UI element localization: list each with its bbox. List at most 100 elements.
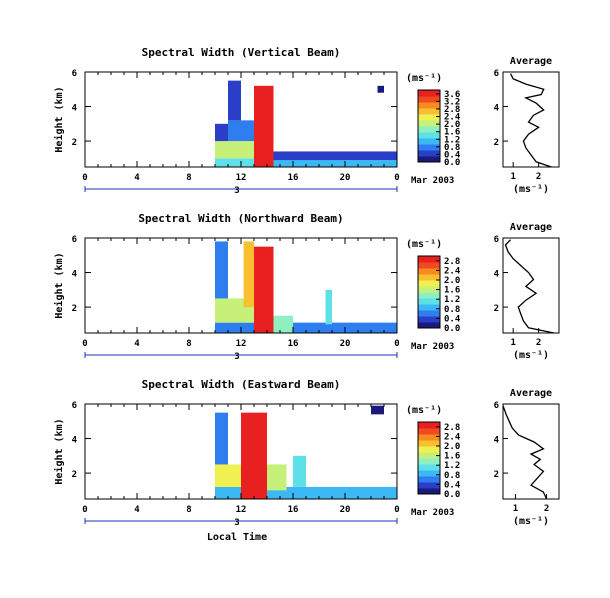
x-axis-label: Local Time <box>207 531 267 543</box>
colorbar-frame <box>417 255 441 329</box>
panel-title: Spectral Width (Vertical Beam) <box>142 46 341 59</box>
colorbar-tick-label: 0.8 <box>444 305 460 315</box>
colorbar-tick-label: 2.8 <box>444 105 460 115</box>
colorbar-swatch <box>418 292 440 299</box>
average-x-tick-label: 2 <box>544 504 549 514</box>
colorbar-tick-label: 0.0 <box>444 158 460 168</box>
x-tick-label: 20 <box>340 339 351 349</box>
colorbar-tick-label: 0.8 <box>444 471 460 481</box>
average-title: Average <box>510 222 552 233</box>
average-x-tick-label: 1 <box>510 338 515 348</box>
colorbar-swatch <box>418 144 440 151</box>
average-x-label: (ms⁻¹) <box>513 350 549 361</box>
heatmap-cell <box>241 412 267 499</box>
colorbar-tick-label: 3.2 <box>444 97 460 107</box>
average-y-tick-label: 6 <box>494 401 499 411</box>
x-tick-label: 12 <box>236 173 247 183</box>
colorbar-tick-label: 0.0 <box>444 490 460 500</box>
average-y-tick-label: 6 <box>494 235 499 245</box>
heatmap-cell <box>267 464 287 491</box>
x-tick-label: 0 <box>82 339 87 349</box>
colorbar-swatch <box>418 150 440 157</box>
average-y-tick-label: 4 <box>494 104 500 114</box>
heatmap-cell <box>325 289 332 325</box>
y-tick-label: 4 <box>72 436 78 446</box>
colorbar-swatch <box>418 458 440 465</box>
panel-title: Spectral Width (Northward Beam) <box>138 212 343 225</box>
colorbar-tick-label: 0.0 <box>444 324 460 334</box>
heatmap-cell <box>215 322 397 333</box>
average-frame <box>502 403 560 500</box>
colorbar-swatch <box>418 90 440 97</box>
date-label: Mar 2003 <box>411 508 454 518</box>
colorbar-swatch <box>418 156 440 163</box>
day-label: 3 <box>234 518 239 528</box>
y-axis-label: Height (km) <box>53 86 65 152</box>
heatmap-cell <box>215 141 254 159</box>
colorbar-swatch <box>418 476 440 483</box>
heatmap-cell <box>215 412 228 465</box>
colorbar-swatch <box>418 120 440 127</box>
colorbar-tick-label: 2.0 <box>444 276 460 286</box>
x-tick-label: 0 <box>394 173 399 183</box>
panel-title: Spectral Width (Eastward Beam) <box>142 378 341 391</box>
y-tick-label: 2 <box>72 138 77 148</box>
x-tick-label: 0 <box>82 505 87 515</box>
heatmap-cell <box>273 151 397 161</box>
colorbar-swatch <box>418 470 440 477</box>
heatmap-cell <box>371 405 384 415</box>
y-axis-label: Height (km) <box>53 418 65 484</box>
average-y-tick-label: 2 <box>494 138 499 148</box>
day-label: 3 <box>234 352 239 362</box>
y-tick-label: 4 <box>72 104 78 114</box>
colorbar-swatch <box>418 114 440 121</box>
average-x-tick-label: 1 <box>510 172 515 182</box>
x-tick-label: 0 <box>394 505 399 515</box>
panel-2: Spectral Width (Eastward Beam)0 4 8 12 16 20 0… <box>53 378 560 543</box>
y-tick-label: 6 <box>72 401 77 411</box>
average-title: Average <box>510 56 552 67</box>
average-y-tick-label: 4 <box>494 436 500 446</box>
y-tick-label: 4 <box>72 270 78 280</box>
colorbar-tick-label: 1.6 <box>444 128 460 138</box>
average-y-tick-label: 6 <box>494 69 499 79</box>
x-tick-label: 4 <box>134 339 140 349</box>
colorbar-tick-label: 1.2 <box>444 461 460 471</box>
colorbar-swatch <box>418 422 440 429</box>
colorbar-swatch <box>418 108 440 115</box>
colorbar-swatch <box>418 440 440 447</box>
colorbar-tick-label: 2.4 <box>444 113 461 123</box>
colorbar-unit: (ms⁻¹) <box>406 73 442 84</box>
heatmap-cell <box>254 246 274 333</box>
colorbar-tick-label: 2.4 <box>444 432 461 442</box>
colorbar-unit: (ms⁻¹) <box>406 405 442 416</box>
date-label: Mar 2003 <box>411 342 454 352</box>
colorbar-frame <box>417 421 441 495</box>
average-x-label: (ms⁻¹) <box>513 184 549 195</box>
x-tick-label: 8 <box>186 173 191 183</box>
colorbar-swatch <box>418 316 440 323</box>
average-y-tick-label: 2 <box>494 470 499 480</box>
heatmap-cell <box>228 80 241 121</box>
colorbar-tick-label: 3.6 <box>444 90 460 100</box>
average-title: Average <box>510 388 552 399</box>
colorbar-swatch <box>418 126 440 133</box>
heatmap-cell <box>215 241 228 299</box>
heatmap-cell <box>228 120 254 142</box>
x-tick-label: 0 <box>394 339 399 349</box>
colorbar-tick-label: 0.4 <box>444 480 461 490</box>
colorbar-unit: (ms⁻¹) <box>406 239 442 250</box>
x-tick-label: 8 <box>186 505 191 515</box>
colorbar-swatch <box>418 322 440 329</box>
heatmap-cell <box>273 315 293 333</box>
colorbar-swatch <box>418 274 440 281</box>
colorbar-swatch <box>418 488 440 495</box>
colorbar-tick-label: 2.0 <box>444 120 460 130</box>
x-tick-label: 16 <box>288 339 299 349</box>
colorbar-swatch <box>418 102 440 109</box>
y-tick-label: 2 <box>72 470 77 480</box>
colorbar-swatch <box>418 464 440 471</box>
colorbar-tick-label: 2.8 <box>444 257 460 267</box>
colorbar-swatch <box>418 482 440 489</box>
x-tick-label: 12 <box>236 339 247 349</box>
